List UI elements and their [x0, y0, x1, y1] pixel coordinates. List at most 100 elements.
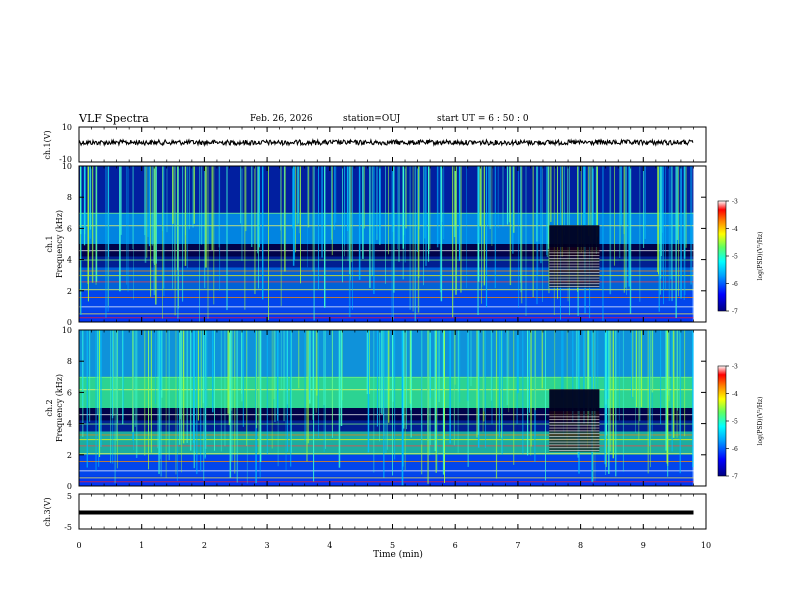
xtick-label: 3	[265, 541, 270, 550]
spec-sferic	[548, 166, 550, 294]
spec-sferic	[280, 166, 281, 231]
spec-carrier-line	[79, 481, 694, 483]
spec-sferic	[615, 330, 617, 477]
spec-sferic	[520, 166, 523, 304]
spec-carrier-line	[79, 289, 694, 291]
xtick-label: 5	[390, 541, 395, 550]
spec-sferic	[257, 166, 259, 254]
spec-sferic	[112, 330, 115, 416]
spec-sferic	[434, 330, 436, 451]
spec-sferic	[567, 166, 568, 228]
date-label: Feb. 26, 2026	[250, 114, 313, 124]
spec-sferic	[296, 166, 298, 227]
spec-sferic	[454, 330, 456, 385]
spec-sferic	[554, 330, 556, 433]
spec-sferic	[667, 330, 669, 396]
spec-sferic	[307, 166, 308, 268]
spec-sferic	[178, 166, 179, 309]
ch2-colorbar-label: log(PSD)(V²/Hz)	[757, 397, 764, 446]
spec-sferic	[658, 166, 660, 312]
spec-sferic	[684, 166, 686, 296]
spec-sferic	[316, 330, 318, 396]
spec-sferic	[318, 166, 319, 290]
ch1-colorbar-ticks: -3 -4 -5 -6 -7	[726, 199, 738, 316]
spec-sferic	[502, 166, 504, 227]
spec-carrier-line	[79, 477, 694, 479]
spec-sferic	[454, 166, 456, 226]
spec-sferic	[672, 330, 675, 438]
spec-sferic	[224, 330, 226, 447]
spec-sferic	[276, 330, 279, 421]
spec-carrier-line	[79, 275, 694, 277]
spec-sferic	[541, 330, 543, 389]
spec-sferic	[200, 330, 202, 408]
spec-sferic	[381, 330, 383, 415]
spec-sferic	[403, 330, 405, 429]
spec-sferic	[111, 330, 114, 419]
spec-carrier-line	[79, 313, 694, 315]
spec-sferic	[658, 166, 659, 275]
spec-sferic	[527, 330, 529, 456]
spec-sferic	[684, 330, 686, 437]
spec-sferic	[227, 330, 229, 414]
spec-gap-line	[549, 422, 600, 423]
spec-gap-line	[549, 280, 600, 282]
spec-sferic	[119, 166, 121, 292]
spec-sferic	[241, 330, 243, 402]
spec-sferic	[97, 330, 99, 415]
ch2-colorbar: -3 -4 -5 -6 -7 log(PSD)(V²/Hz)	[717, 364, 764, 481]
spec-sferic	[500, 330, 502, 390]
spec-sferic	[259, 330, 262, 462]
spec-sferic	[428, 166, 430, 262]
spec-sferic	[321, 166, 323, 258]
spec-sferic	[100, 330, 102, 447]
spec-sferic	[153, 166, 155, 296]
spec-sferic	[631, 330, 632, 398]
ch2-channel-label: ch.2	[45, 399, 54, 416]
spec-sferic	[566, 330, 568, 448]
spec-carrier-line	[79, 281, 694, 283]
spec-sferic	[220, 330, 222, 452]
ch1-colorbar-label: log(PSD)(V²/Hz)	[757, 232, 764, 281]
spec-sferic	[234, 330, 236, 474]
spec-sferic	[268, 166, 269, 320]
spec-sferic	[312, 166, 314, 272]
spec-sferic	[177, 166, 178, 271]
spec-sferic	[363, 166, 365, 229]
spec-sferic	[95, 166, 97, 285]
spec-gap-line	[549, 450, 600, 451]
spec-sferic	[110, 330, 111, 464]
xtick-label: 4	[327, 541, 332, 550]
spec-sferic	[331, 166, 333, 256]
ch2-spectrogram-panel: 0 2 4 6 8 10 ch.2 Frequency (kHz)	[45, 326, 707, 491]
spec-sferic	[506, 166, 509, 225]
spec-sferic	[306, 330, 308, 462]
spec-sferic	[219, 166, 221, 291]
spec-sferic	[665, 330, 667, 451]
ch1-waveform-line	[78, 138, 694, 147]
spec-sferic	[439, 166, 442, 293]
spec-gap-line	[549, 277, 600, 279]
ch1-channel-label: ch.1	[45, 235, 54, 252]
spec-sferic	[497, 166, 499, 229]
spec-sferic	[676, 330, 678, 438]
spec-sferic	[177, 166, 179, 319]
spec-sferic	[86, 330, 88, 468]
spec-sferic	[405, 166, 407, 229]
spec-sferic	[132, 330, 134, 433]
spec-sferic	[443, 166, 445, 240]
spec-sferic	[650, 330, 651, 468]
spec-sferic	[409, 330, 411, 404]
spec-sferic	[467, 330, 469, 467]
x-axis-label: Time (min)	[373, 549, 423, 560]
spec-sferic	[457, 330, 459, 453]
spec-sferic	[597, 330, 599, 410]
spec-sferic	[206, 330, 208, 407]
spec-sferic	[513, 330, 515, 465]
spec-sferic	[207, 166, 209, 319]
colorbar-tick-label: -6	[732, 446, 738, 453]
spec-sferic	[284, 166, 286, 272]
ytick-label: 8	[67, 193, 72, 202]
spec-sferic	[668, 330, 670, 402]
spec-sferic	[292, 166, 295, 266]
